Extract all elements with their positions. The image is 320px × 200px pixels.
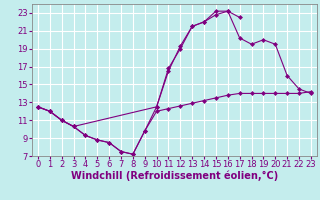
X-axis label: Windchill (Refroidissement éolien,°C): Windchill (Refroidissement éolien,°C) [71, 171, 278, 181]
